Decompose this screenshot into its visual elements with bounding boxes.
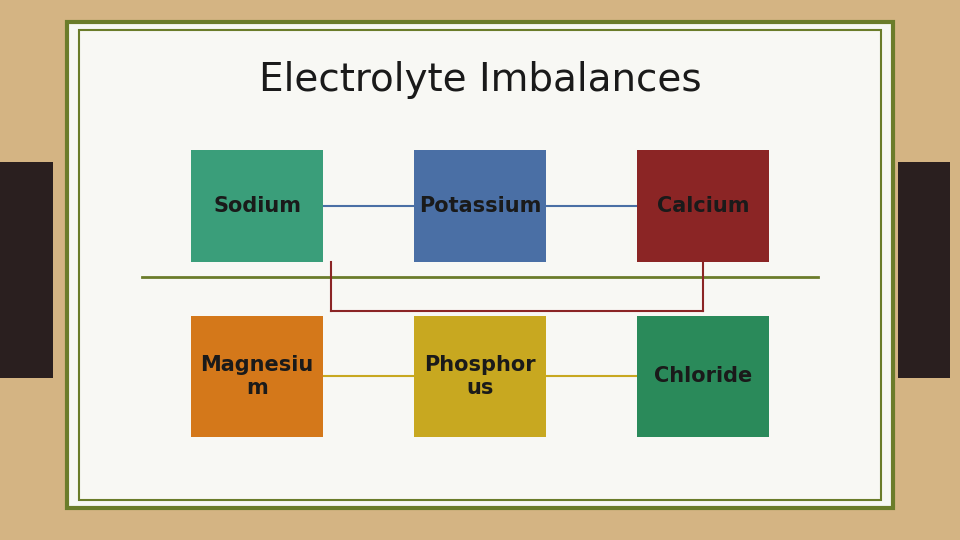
Text: Electrolyte Imbalances: Electrolyte Imbalances xyxy=(258,61,702,99)
Text: Calcium: Calcium xyxy=(657,196,749,217)
FancyBboxPatch shape xyxy=(191,151,324,262)
Text: Magnesiu
m: Magnesiu m xyxy=(201,355,314,398)
Text: Chloride: Chloride xyxy=(654,366,752,387)
FancyBboxPatch shape xyxy=(191,315,324,437)
FancyBboxPatch shape xyxy=(414,151,546,262)
Text: Potassium: Potassium xyxy=(419,196,541,217)
Text: Sodium: Sodium xyxy=(213,196,301,217)
FancyBboxPatch shape xyxy=(636,151,769,262)
FancyBboxPatch shape xyxy=(636,315,769,437)
FancyBboxPatch shape xyxy=(414,315,546,437)
Text: Phosphor
us: Phosphor us xyxy=(424,355,536,398)
